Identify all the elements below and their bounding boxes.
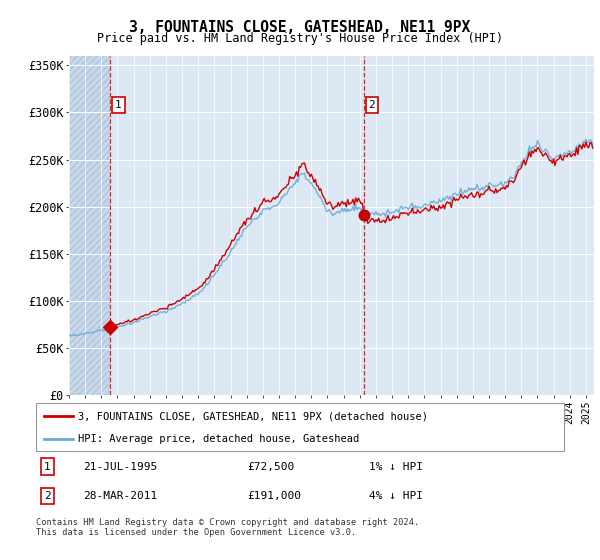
Text: 28-MAR-2011: 28-MAR-2011: [83, 491, 158, 501]
Text: Price paid vs. HM Land Registry's House Price Index (HPI): Price paid vs. HM Land Registry's House …: [97, 32, 503, 45]
Text: 2: 2: [44, 491, 50, 501]
Text: 1: 1: [44, 461, 50, 472]
Text: 3, FOUNTAINS CLOSE, GATESHEAD, NE11 9PX: 3, FOUNTAINS CLOSE, GATESHEAD, NE11 9PX: [130, 20, 470, 35]
Text: £72,500: £72,500: [247, 461, 295, 472]
Text: 4% ↓ HPI: 4% ↓ HPI: [368, 491, 422, 501]
Text: 21-JUL-1995: 21-JUL-1995: [83, 461, 158, 472]
Text: Contains HM Land Registry data © Crown copyright and database right 2024.
This d: Contains HM Land Registry data © Crown c…: [36, 518, 419, 538]
Text: 2: 2: [368, 100, 375, 110]
Text: 1: 1: [115, 100, 122, 110]
Text: HPI: Average price, detached house, Gateshead: HPI: Average price, detached house, Gate…: [78, 434, 359, 444]
Text: £191,000: £191,000: [247, 491, 301, 501]
Bar: [69, 56, 110, 395]
Text: 3, FOUNTAINS CLOSE, GATESHEAD, NE11 9PX (detached house): 3, FOUNTAINS CLOSE, GATESHEAD, NE11 9PX …: [78, 411, 428, 421]
Text: 1% ↓ HPI: 1% ↓ HPI: [368, 461, 422, 472]
FancyBboxPatch shape: [36, 403, 564, 451]
